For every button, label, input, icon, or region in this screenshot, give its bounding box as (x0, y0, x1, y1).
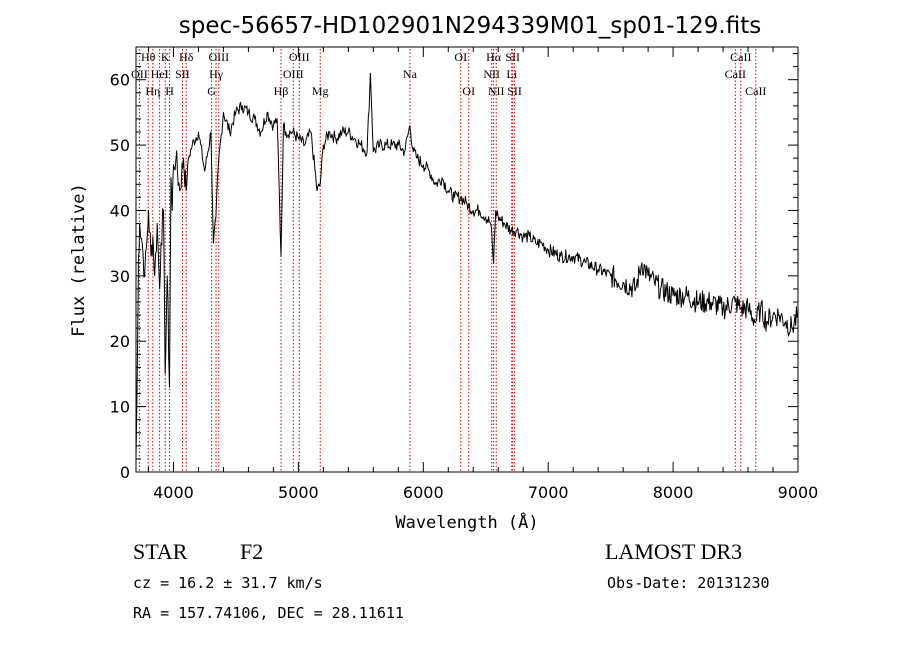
line-label-4: HeI (151, 67, 169, 81)
line-label-14: Mg (312, 84, 329, 98)
axis-ticks: 4000 5000 6000 7000 8000 9000 0 10 20 30 40 50 60 (110, 47, 819, 502)
object-class: STAR (133, 539, 188, 564)
y-tick-label: 40 (110, 201, 130, 220)
line-label-13: OIII (283, 67, 304, 81)
x-axis-label: Wavelength (Å) (395, 511, 538, 533)
line-label-25: CaII (725, 67, 746, 81)
line-label-6: H (165, 84, 174, 98)
line-label-12: OIII (289, 50, 310, 64)
y-tick-label: 50 (110, 136, 130, 155)
line-label-9: Hγ (209, 67, 224, 81)
spectral-line-markers (138, 49, 757, 472)
x-tick-label: 5000 (278, 483, 319, 502)
x-tick-label: 4000 (153, 483, 194, 502)
x-tick-label: 7000 (528, 483, 569, 502)
y-tick-label: 20 (110, 332, 130, 351)
line-label-19: NII (483, 67, 500, 81)
line-label-1: OII (131, 67, 148, 81)
line-label-21: SII (505, 50, 520, 64)
line-label-17: OI (462, 84, 475, 98)
line-label-26: CaII (745, 84, 766, 98)
y-tick-label: 0 (120, 463, 130, 482)
object-subclass: F2 (240, 539, 264, 564)
observation-date: Obs-Date: 20131230 (607, 574, 770, 592)
x-tick-label: 9000 (778, 483, 819, 502)
line-label-7: Hδ (179, 50, 194, 64)
line-label-24: CaII (730, 50, 751, 64)
y-tick-label: 10 (110, 398, 130, 417)
survey-name: LAMOST DR3 (605, 539, 743, 564)
line-label-11: Hβ (274, 84, 289, 98)
line-label-18: Hα (486, 50, 502, 64)
x-tick-label: 6000 (403, 483, 444, 502)
spectrum-series (135, 72, 799, 459)
chart-title: spec-56657-HD102901N294339M01_sp01-129.f… (179, 13, 761, 39)
line-label-23: SII (507, 84, 522, 98)
line-label-20: NII (488, 84, 505, 98)
redshift-cz: cz = 16.2 ± 31.7 km/s (133, 574, 323, 592)
line-label-5: SII (175, 67, 190, 81)
y-tick-label: 30 (110, 267, 130, 286)
line-label-16: OI (454, 50, 467, 64)
y-axis-label: Flux (relative) (69, 183, 89, 337)
plot-frame (135, 46, 799, 473)
x-tick-label: 8000 (653, 483, 694, 502)
line-label-2: Hη (145, 84, 160, 98)
line-label-3: K (161, 50, 170, 64)
spectrum-line-0 (135, 72, 799, 459)
line-label-22: Li (506, 67, 517, 81)
y-tick-label: 60 (110, 71, 130, 90)
line-label-15: Na (403, 67, 418, 81)
line-label-10: G (207, 84, 216, 98)
line-label-8: OIII (208, 50, 229, 64)
ra-dec-coordinates: RA = 157.74106, DEC = 28.11611 (133, 604, 404, 622)
line-label-0: Hθ (141, 50, 156, 64)
